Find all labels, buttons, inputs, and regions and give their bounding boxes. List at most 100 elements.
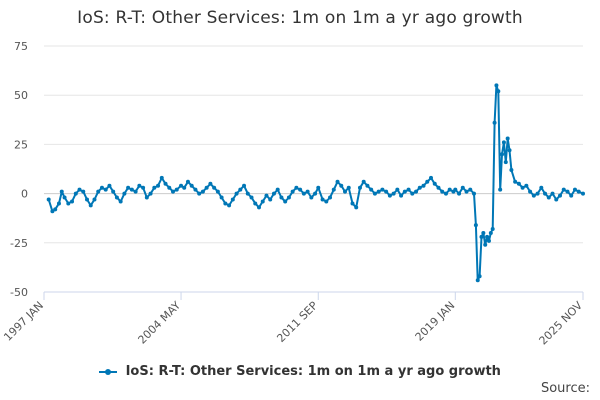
data-point <box>152 185 157 190</box>
series-line <box>47 84 584 282</box>
chart-title: IoS: R-T: Other Services: 1m on 1m a yr … <box>77 8 523 28</box>
data-point <box>290 189 295 194</box>
data-point <box>230 197 235 202</box>
data-point <box>494 83 499 88</box>
data-point <box>197 191 202 196</box>
y-tick-label: 50 <box>14 89 28 102</box>
data-point <box>483 242 488 247</box>
data-point <box>215 189 220 194</box>
legend[interactable]: IoS: R-T: Other Services: 1m on 1m a yr … <box>0 364 600 379</box>
data-point <box>492 120 497 125</box>
data-point <box>305 189 310 194</box>
data-point <box>56 201 61 206</box>
data-point <box>376 189 381 194</box>
data-point <box>576 189 581 194</box>
data-point <box>414 189 419 194</box>
data-point <box>539 185 544 190</box>
data-point <box>554 197 559 202</box>
data-point <box>365 183 370 188</box>
data-point <box>402 189 407 194</box>
data-point <box>481 230 486 235</box>
data-point <box>507 148 512 153</box>
data-point <box>328 195 333 200</box>
data-point <box>354 205 359 210</box>
data-point <box>163 181 168 186</box>
data-point <box>468 187 473 192</box>
data-point <box>503 160 508 165</box>
y-tick-label: 25 <box>14 138 28 151</box>
data-point <box>513 179 518 184</box>
data-point <box>485 234 490 239</box>
data-point <box>447 187 452 192</box>
data-point <box>133 189 138 194</box>
data-point <box>53 207 58 212</box>
data-point <box>490 227 495 232</box>
data-point <box>546 195 551 200</box>
data-point <box>387 193 392 198</box>
data-point <box>301 191 306 196</box>
data-point <box>501 140 506 145</box>
data-point <box>524 183 529 188</box>
data-point <box>572 187 577 192</box>
data-point <box>46 197 51 202</box>
series-layer <box>46 83 585 283</box>
data-point <box>531 193 536 198</box>
data-point <box>208 181 213 186</box>
data-point <box>473 223 478 228</box>
data-point <box>498 187 503 192</box>
data-point <box>62 195 67 200</box>
y-tick-label: 75 <box>14 40 28 53</box>
legend-swatch <box>99 367 118 377</box>
data-point <box>350 201 355 206</box>
data-point <box>264 193 269 198</box>
data-point <box>406 187 411 192</box>
data-point <box>137 183 142 188</box>
data-point <box>324 199 329 204</box>
data-point <box>380 187 385 192</box>
data-point <box>96 189 101 194</box>
x-tick-label: 2004 MAY <box>136 299 184 347</box>
data-point <box>275 187 280 192</box>
data-point <box>245 191 250 196</box>
data-point <box>114 195 119 200</box>
data-point <box>479 234 484 239</box>
data-point <box>286 195 291 200</box>
data-point <box>500 152 505 157</box>
data-point <box>316 185 321 190</box>
data-point <box>253 201 258 206</box>
data-point <box>249 195 254 200</box>
data-point <box>294 185 299 190</box>
data-point <box>372 191 377 196</box>
data-point <box>212 185 217 190</box>
x-tick-label: 2011 SEP <box>274 299 320 345</box>
data-point <box>77 187 82 192</box>
data-point <box>144 195 149 200</box>
data-point <box>50 209 55 214</box>
data-point <box>357 185 362 190</box>
data-point <box>421 183 426 188</box>
data-point <box>182 185 187 190</box>
data-point <box>238 187 243 192</box>
data-point <box>271 191 276 196</box>
data-point <box>335 179 340 184</box>
data-point <box>472 191 477 196</box>
source-label: Source: <box>540 381 590 396</box>
data-point <box>279 195 284 200</box>
data-point <box>223 201 228 206</box>
data-point <box>309 195 314 200</box>
y-tick-label: 0 <box>21 188 28 201</box>
data-point <box>361 179 366 184</box>
data-point <box>486 238 491 243</box>
data-point <box>496 89 501 94</box>
x-tick-label: 1997 JAN <box>1 299 46 344</box>
data-point <box>122 191 127 196</box>
y-tick-label: -50 <box>10 286 28 299</box>
data-point <box>189 183 194 188</box>
x-tick-label: 2025 NOV <box>537 299 586 348</box>
x-tick-label: 2019 JAN <box>413 299 458 344</box>
data-point <box>464 189 469 194</box>
data-point <box>126 185 131 190</box>
data-point <box>425 179 430 184</box>
data-point <box>453 187 458 192</box>
